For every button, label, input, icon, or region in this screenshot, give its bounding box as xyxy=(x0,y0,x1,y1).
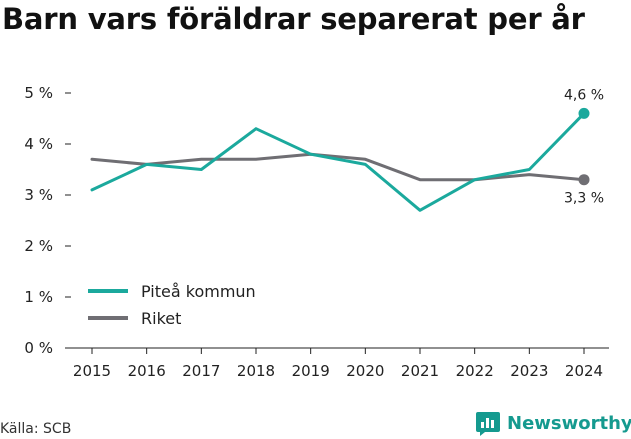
y-tick-label: 3 % xyxy=(24,186,53,204)
series-line-riket xyxy=(90,152,586,182)
source-note: Källa: SCB xyxy=(0,421,72,437)
brand-name: Newsworthy xyxy=(507,412,631,434)
legend-label: Piteå kommun xyxy=(141,282,256,301)
legend: Piteå kommun Riket xyxy=(88,282,256,328)
x-tick-label: 2017 xyxy=(182,362,220,380)
series-line-pitea xyxy=(90,111,586,212)
series-end-point xyxy=(578,107,590,119)
x-tick-label: 2023 xyxy=(510,362,548,380)
y-tick-label: 1 % xyxy=(24,288,53,306)
x-axis: 2015 2016 2017 2018 2019 2020 2021 2022 2023 2024 xyxy=(73,348,603,380)
brand-logo[interactable]: Newsworthy xyxy=(475,408,631,438)
x-tick-label: 2022 xyxy=(456,362,494,380)
y-axis: 0 % 1 % 2 % 3 % 4 % 5 % xyxy=(24,84,71,357)
newsworthy-logo-icon xyxy=(476,412,500,436)
y-tick-label: 4 % xyxy=(24,135,53,153)
x-tick-label: 2020 xyxy=(346,362,384,380)
data-label: 4,6 % xyxy=(564,87,604,103)
x-tick-label: 2015 xyxy=(73,362,111,380)
x-tick-label: 2024 xyxy=(565,362,603,380)
chart-title: Barn vars föräldrar separerat per år xyxy=(2,2,585,36)
x-tick-label: 2018 xyxy=(237,362,275,380)
series-layer: 3,3 % 4,6 % xyxy=(90,87,604,212)
legend-label: Riket xyxy=(141,309,181,328)
x-tick-label: 2021 xyxy=(401,362,439,380)
data-label: 3,3 % xyxy=(564,191,604,207)
x-tick-label: 2019 xyxy=(292,362,330,380)
y-tick-label: 2 % xyxy=(24,237,53,255)
y-tick-label: 5 % xyxy=(24,84,53,102)
x-tick-label: 2016 xyxy=(128,362,166,380)
series-end-point xyxy=(578,174,590,186)
y-tick-label: 0 % xyxy=(24,339,53,357)
